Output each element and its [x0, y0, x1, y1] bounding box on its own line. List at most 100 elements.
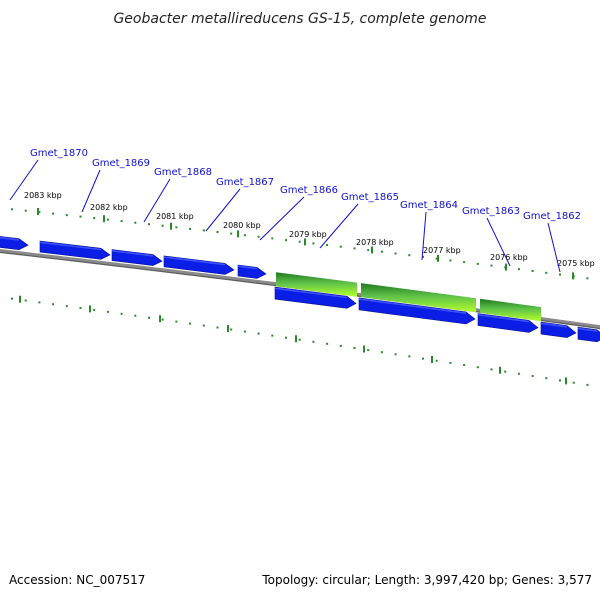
inner-minor-tick [52, 303, 55, 306]
gene-arrow-lower-shine [477, 313, 530, 323]
inner-minor-tick [271, 334, 274, 337]
outer-minor-tick [298, 240, 301, 243]
outer-major-tick [304, 238, 306, 246]
outer-minor-tick [394, 252, 397, 255]
outer-minor-tick [148, 223, 150, 226]
cds-feature-bar [276, 272, 357, 297]
gene-leader-line [319, 203, 359, 249]
genome-title: Geobacter metallireducens GS-15, complet… [113, 11, 486, 27]
inner-minor-tick [106, 310, 109, 313]
tick-label: 2083 kbp [24, 191, 62, 200]
outer-minor-tick [435, 257, 438, 260]
outer-minor-tick [202, 229, 205, 232]
inner-minor-tick [175, 320, 178, 323]
inner-tick-ring [11, 295, 589, 386]
gene-leader-line [421, 211, 427, 261]
gene-arrow-lower-shine [577, 327, 598, 332]
gene-label[interactable]: Gmet_1870 [30, 148, 88, 159]
gene-arrow-lower [274, 286, 357, 309]
outer-minor-tick [271, 237, 274, 240]
gene-label[interactable]: Gmet_1867 [216, 177, 274, 188]
outer-minor-tick [79, 215, 82, 218]
outer-minor-tick [216, 231, 219, 233]
outer-minor-tick [339, 245, 342, 248]
gene-leader-line [259, 196, 305, 241]
gene-label[interactable]: Gmet_1864 [400, 200, 458, 211]
gene-label[interactable]: Gmet_1862 [523, 211, 581, 222]
inner-minor-tick [11, 297, 13, 300]
outer-minor-tick [38, 211, 41, 214]
inner-major-tick [89, 305, 91, 313]
inner-minor-tick [531, 375, 534, 377]
gene-leader-line [143, 178, 171, 223]
inner-major-tick [159, 315, 161, 323]
outer-major-tick [572, 272, 574, 280]
outer-minor-tick [490, 264, 493, 267]
inner-minor-tick [449, 361, 452, 364]
outer-minor-tick [476, 262, 479, 265]
outer-minor-tick [326, 244, 329, 246]
gene-label[interactable]: Gmet_1865 [341, 192, 399, 203]
gene-arrow-lower [358, 297, 476, 325]
outer-major-tick [505, 263, 507, 271]
gene-arrow-lower [477, 313, 539, 333]
inner-major-tick [19, 295, 21, 303]
cds-feature-bar [361, 283, 476, 313]
inner-minor-tick [422, 357, 424, 360]
outer-minor-tick [230, 232, 233, 235]
gene-arrow-upper-shine [163, 256, 226, 266]
inner-minor-tick [367, 349, 370, 352]
inner-minor-tick [463, 364, 466, 366]
inner-minor-tick [586, 383, 589, 386]
tick-label: 2078 kbp [356, 238, 394, 247]
inner-minor-tick [504, 370, 507, 373]
inner-minor-tick [257, 332, 260, 335]
tick-label: 2077 kbp [423, 246, 461, 255]
outer-minor-tick [189, 227, 192, 230]
outer-minor-tick [586, 277, 589, 280]
inner-minor-tick [230, 328, 233, 331]
inner-major-tick [565, 377, 567, 385]
inner-minor-tick [339, 344, 342, 347]
cds-feature-track [276, 272, 541, 322]
inner-minor-tick [65, 305, 68, 308]
gene-leader-line [486, 217, 511, 267]
tick-label: 2080 kbp [223, 221, 261, 230]
inner-minor-tick [517, 372, 520, 375]
gene-label[interactable]: Gmet_1863 [462, 206, 520, 217]
gene-label[interactable]: Gmet_1868 [154, 167, 212, 178]
outer-minor-tick [449, 259, 452, 262]
outer-minor-tick [463, 261, 466, 264]
outer-minor-tick [257, 235, 260, 238]
gene-arrow-upper-shine [111, 250, 154, 257]
gene-arrow-upper-shine [237, 265, 258, 270]
inner-minor-tick [559, 379, 561, 382]
gene-track-upper [0, 236, 267, 279]
outer-minor-tick [422, 255, 424, 258]
inner-minor-tick [161, 318, 164, 321]
outer-tick-ring [11, 208, 589, 280]
accession-text: Accession: NC_007517 [9, 573, 146, 587]
inner-minor-tick [545, 377, 548, 380]
outer-major-tick [237, 230, 239, 238]
inner-major-tick [363, 345, 365, 353]
outer-minor-tick [175, 226, 178, 229]
outer-minor-tick [559, 273, 561, 276]
tick-label: 2081 kbp [156, 212, 194, 221]
outer-minor-tick [120, 220, 123, 223]
inner-minor-tick [243, 330, 246, 333]
inner-major-tick [227, 325, 229, 333]
inner-minor-tick [394, 353, 397, 356]
outer-minor-tick [11, 208, 13, 211]
tick-label: 2076 kbp [490, 253, 528, 262]
gene-label[interactable]: Gmet_1869 [92, 158, 150, 169]
outer-major-tick [371, 246, 373, 254]
gene-arrow-upper-shine [39, 241, 102, 251]
outer-minor-tick [353, 247, 356, 250]
gene-arrow-lower-shine [358, 298, 467, 314]
gene-label[interactable]: Gmet_1866 [280, 185, 338, 196]
outer-minor-tick [161, 224, 164, 227]
inner-minor-tick [326, 342, 329, 345]
gene-arrow-upper [39, 240, 111, 260]
tick-label: 2082 kbp [90, 203, 128, 212]
